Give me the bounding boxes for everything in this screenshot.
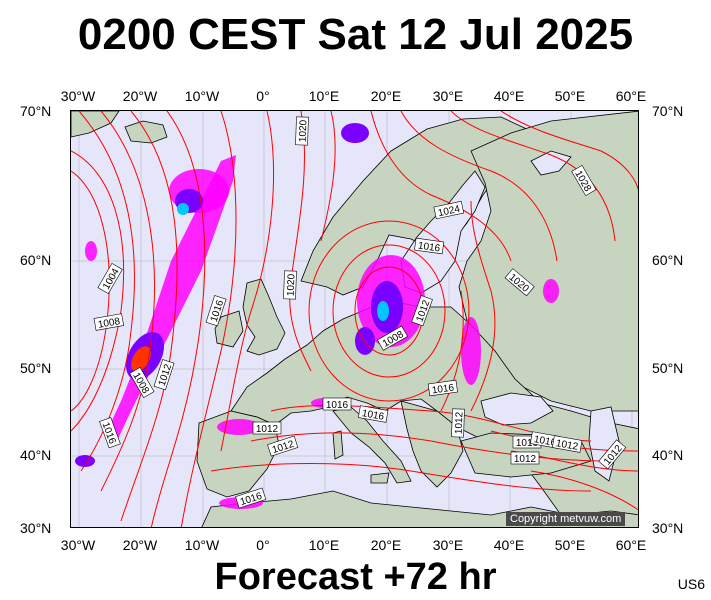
lon-label: 30°W	[60, 88, 96, 104]
isobar-label: 1020	[283, 270, 298, 300]
lat-label: 50°N	[20, 360, 52, 376]
lon-label: 40°E	[493, 88, 525, 104]
lon-label: 10°E	[308, 88, 340, 104]
svg-text:1012: 1012	[256, 424, 279, 435]
lat-label: 30°N	[652, 520, 684, 536]
map-canvas: 1020 1028 1024 1016 1004 1020 1020 1008 …	[71, 111, 638, 527]
isobar-label: 1016	[322, 397, 352, 411]
lon-label: 30°E	[432, 88, 464, 104]
lat-label: 40°N	[652, 447, 684, 463]
svg-text:1012: 1012	[454, 411, 466, 434]
svg-text:1020: 1020	[298, 119, 310, 142]
lon-label: 20°W	[122, 88, 158, 104]
seas	[400, 150, 620, 482]
isobar-label: 1012	[510, 451, 540, 465]
svg-text:1020: 1020	[286, 273, 298, 296]
lon-label: 30°E	[432, 537, 464, 553]
great-britain	[242, 278, 286, 356]
svg-text:1016: 1016	[417, 241, 441, 255]
lat-label: 70°N	[652, 103, 684, 119]
white-sea	[530, 150, 572, 176]
model-code: US6	[677, 576, 705, 592]
isobar-label: 1012	[451, 408, 466, 438]
svg-text:1016: 1016	[431, 382, 455, 396]
svg-text:1012: 1012	[555, 438, 579, 453]
lon-label: 50°E	[554, 537, 586, 553]
svg-text:1012: 1012	[157, 362, 174, 387]
isobar-label: 1016	[529, 431, 561, 449]
svg-text:1016: 1016	[516, 438, 539, 449]
forecast-hour-label: Forecast +72 hr	[214, 556, 497, 598]
precip-east	[461, 317, 481, 385]
isobar-label: 1020	[295, 116, 310, 146]
lon-label: 10°E	[308, 537, 340, 553]
lat-label: 40°N	[20, 447, 52, 463]
isobar-label: 1012	[551, 435, 583, 453]
copyright-badge: Copyright metvuw.com	[506, 512, 626, 526]
lat-label: 30°N	[20, 520, 52, 536]
sicily	[370, 472, 390, 484]
lon-label: 20°W	[122, 537, 158, 553]
precip-baltic-heavy	[377, 301, 389, 321]
lon-label: 10°W	[184, 537, 220, 553]
isobar-label: 1012	[153, 359, 175, 391]
precip-sw	[75, 455, 95, 467]
isobar-label: 1016	[357, 405, 389, 423]
isobar-label: 1016	[414, 237, 445, 255]
corsica-sardinia	[332, 430, 344, 460]
greenland	[71, 111, 120, 138]
precip-norway	[341, 123, 369, 143]
svg-text:1016: 1016	[533, 434, 557, 449]
svg-text:1024: 1024	[437, 204, 461, 219]
lon-label: 60°E	[615, 537, 647, 553]
lon-label: 30°W	[60, 537, 96, 553]
precip-nw	[85, 241, 97, 261]
ireland	[214, 310, 244, 348]
lon-label: 0°	[256, 88, 270, 104]
lat-label: 60°N	[652, 252, 684, 268]
balkans	[400, 400, 464, 488]
svg-text:1016: 1016	[361, 408, 385, 423]
lat-label: 70°N	[20, 103, 52, 119]
svg-text:1012: 1012	[514, 454, 537, 465]
lat-label: 50°N	[652, 360, 684, 376]
isobar-label: 1008	[93, 313, 125, 331]
precip-iceland-heavy	[177, 203, 189, 215]
baltic-sea	[400, 170, 486, 294]
weather-map: 1020 1028 1024 1016 1004 1020 1020 1008 …	[70, 110, 639, 528]
isobar-label: 1012	[252, 421, 282, 435]
lat-label: 60°N	[20, 252, 52, 268]
page-title: 0200 CEST Sat 12 Jul 2025	[77, 10, 634, 59]
precip-spain	[217, 419, 261, 435]
lon-label: 50°E	[554, 88, 586, 104]
isobar-label: 1004	[97, 262, 123, 295]
lon-label: 0°	[256, 537, 270, 553]
precip-north-sea	[355, 327, 375, 355]
lon-label: 40°E	[493, 537, 525, 553]
svg-text:1008: 1008	[97, 316, 121, 331]
lon-label: 20°E	[370, 88, 402, 104]
lon-label: 10°W	[184, 88, 220, 104]
lon-label: 60°E	[615, 88, 647, 104]
isobar-label: 1016	[427, 379, 458, 396]
svg-text:1016: 1016	[326, 400, 349, 411]
lon-label: 20°E	[370, 537, 402, 553]
isobar-label: 1024	[433, 200, 465, 219]
precip-urals	[543, 279, 559, 303]
black-sea	[480, 392, 554, 426]
precip-atlantic-heavy	[131, 346, 151, 372]
